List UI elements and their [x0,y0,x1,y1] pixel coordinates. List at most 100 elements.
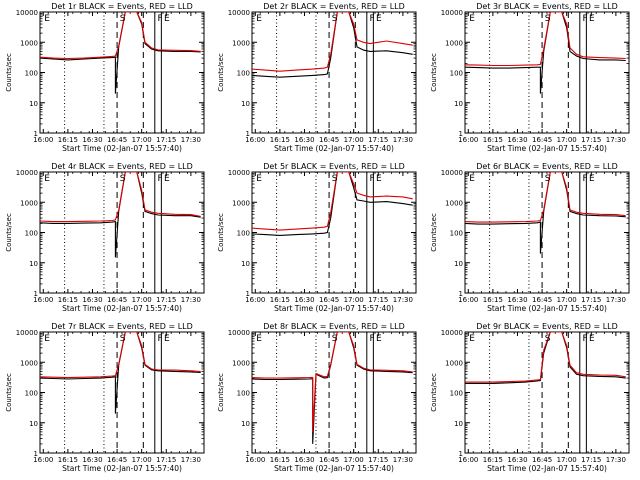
x-tick-label: 17:30 [393,456,413,464]
y-tick-label: 100 [25,70,38,78]
x-tick-label: 16:15 [58,456,78,464]
marker-label: E [164,14,170,24]
x-tick-label: 16:00 [33,456,53,464]
y-tick-label: 10000 [16,9,38,17]
panel-title: Det 6r BLACK = Events, RED = LLD [476,162,618,171]
y-tick-label: 100 [450,230,463,238]
marker-label: E [376,174,382,184]
lld-series-line [40,172,201,223]
marker-label: E [469,334,475,344]
y-axis-label: Counts/sec [5,213,13,252]
x-tick-label: 16:45 [107,296,127,304]
x-tick-label: 17:15 [156,136,176,144]
y-tick-label: 1 [246,130,250,138]
y-tick-label: 10 [241,420,250,428]
y-tick-label: 1 [246,290,250,298]
x-tick-label: 16:15 [58,136,78,144]
y-tick-label: 1 [459,290,463,298]
events-series-line [40,332,201,414]
marker-label: S [332,174,338,184]
x-tick-label: 16:00 [245,456,265,464]
x-tick-label: 17:30 [606,136,626,144]
lld-series-line [252,12,413,72]
marker-label: E [164,174,170,184]
y-tick-label: 1 [459,450,463,458]
x-tick-label: 17:30 [393,296,413,304]
y-axis-label: Counts/sec [430,53,438,92]
y-tick-label: 10 [454,100,463,108]
marker-label: E [44,14,50,24]
marker-label: E [469,14,475,24]
x-tick-label: 16:00 [458,136,478,144]
x-tick-label: 17:30 [181,296,201,304]
marker-label: S [545,174,551,184]
x-tick-label: 16:30 [82,136,102,144]
lld-series-line [40,12,201,60]
x-axis-label: Start Time (02-Jan-07 15:57:40) [487,144,607,153]
events-series-line [465,332,626,384]
y-tick-label: 10 [29,100,38,108]
x-tick-label: 16:15 [483,456,503,464]
y-tick-label: 1000 [20,39,38,47]
panel-title: Det 8r BLACK = Events, RED = LLD [263,322,405,331]
x-tick-label: 16:45 [532,456,552,464]
y-tick-label: 10 [29,420,38,428]
y-tick-label: 1000 [445,39,463,47]
panel-title: Det 5r BLACK = Events, RED = LLD [263,162,405,171]
x-tick-label: 17:00 [557,136,577,144]
x-tick-label: 16:00 [33,136,53,144]
marker-label: S [332,334,338,344]
marker-label: S [120,14,126,24]
y-tick-label: 100 [237,390,250,398]
y-axis-label: Counts/sec [5,53,13,92]
marker-label: S [120,334,126,344]
marker-label: E [256,14,262,24]
chart-panel: Det 2r BLACK = Events, RED = LLD 1 10 100 10… [217,2,417,153]
y-tick-label: 10000 [16,169,38,177]
x-tick-label: 16:45 [107,136,127,144]
x-tick-label: 17:15 [368,456,388,464]
y-tick-label: 1000 [20,359,38,367]
x-tick-label: 16:15 [270,456,290,464]
y-axis-label: Counts/sec [217,373,225,412]
y-tick-label: 1 [34,290,38,298]
y-tick-label: 1000 [232,199,250,207]
panel-title: Det 7r BLACK = Events, RED = LLD [51,322,193,331]
y-axis-label: Counts/sec [5,373,13,412]
x-tick-label: 17:00 [557,456,577,464]
x-tick-label: 16:45 [532,296,552,304]
x-tick-label: 16:30 [82,296,102,304]
marker-label: E [44,174,50,184]
y-tick-label: 10000 [228,9,250,17]
x-tick-label: 17:15 [581,296,601,304]
x-tick-label: 17:00 [344,296,364,304]
x-tick-label: 17:00 [557,296,577,304]
lld-series-line [252,172,413,231]
y-tick-label: 100 [237,70,250,78]
x-tick-label: 16:45 [319,296,339,304]
y-tick-label: 10000 [228,169,250,177]
x-axis-label: Start Time (02-Jan-07 15:57:40) [274,144,394,153]
chart-panel: Det 8r BLACK = Events, RED = LLD 1 10 100 10… [217,322,417,473]
marker-label: E [589,334,595,344]
panel-title: Det 3r BLACK = Events, RED = LLD [476,2,618,11]
x-tick-label: 16:30 [82,456,102,464]
x-tick-label: 16:15 [483,136,503,144]
marker-label: E [164,334,170,344]
y-tick-label: 1000 [232,359,250,367]
x-tick-label: 17:00 [132,136,152,144]
y-tick-label: 10000 [441,169,463,177]
y-tick-label: 10 [29,260,38,268]
x-axis-label: Start Time (02-Jan-07 15:57:40) [274,464,394,473]
x-tick-label: 17:30 [393,136,413,144]
marker-label: E [376,334,382,344]
x-tick-label: 17:30 [181,456,201,464]
x-tick-label: 16:30 [294,296,314,304]
x-tick-label: 17:30 [606,456,626,464]
chart-panel: Det 7r BLACK = Events, RED = LLD 1 10 100 10… [5,322,205,473]
y-tick-label: 100 [450,390,463,398]
x-tick-label: 17:15 [156,456,176,464]
x-tick-label: 17:15 [581,456,601,464]
events-series-line [40,12,201,94]
